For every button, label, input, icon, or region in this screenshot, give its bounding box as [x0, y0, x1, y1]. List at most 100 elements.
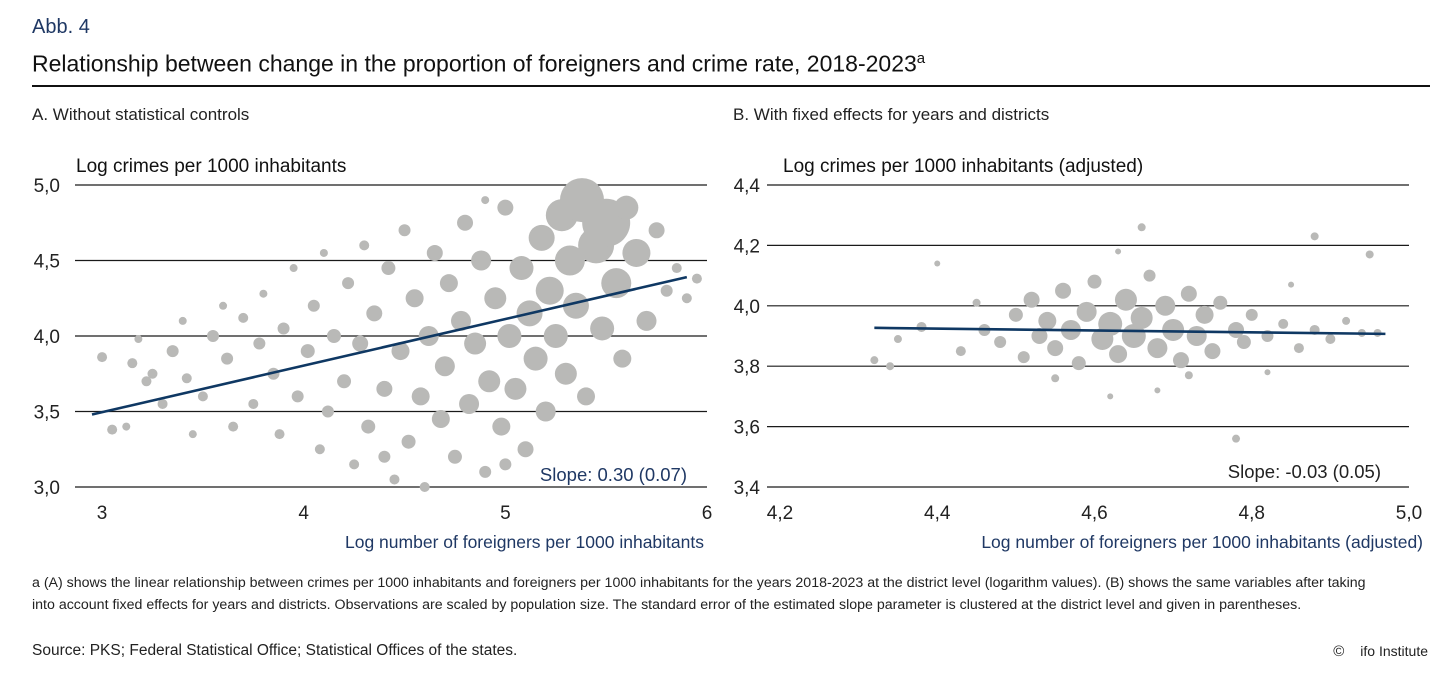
panel-a-point	[228, 421, 239, 432]
panel-a-point	[127, 358, 138, 369]
panel-b-point	[1293, 343, 1304, 354]
panel-b-point	[886, 362, 895, 371]
panel-b-title: B. With fixed effects for years and dist…	[733, 105, 1050, 124]
panel-a-point	[499, 458, 512, 471]
panel-a-point	[471, 250, 492, 271]
panel-b-ytick-label: 3,8	[734, 357, 760, 378]
panel-b-point	[1023, 291, 1040, 308]
panel-a-point	[426, 244, 443, 261]
panel-b-point	[1278, 318, 1289, 329]
panel-a-point	[590, 316, 615, 341]
panel-a-point	[398, 224, 411, 237]
panel-a-point	[107, 424, 118, 435]
panel-a-point	[141, 376, 152, 387]
panel-a-point	[378, 450, 391, 463]
panel-a-point	[300, 344, 315, 359]
panel-b-point	[1114, 288, 1137, 311]
panel-a-plot: 3,0 3,5 4,0 4,5 5,0 3 4 5 6 Log crimes per 1000 i…	[34, 156, 713, 552]
panel-b-point	[1172, 352, 1189, 369]
panel-b-fit-line	[874, 326, 1386, 336]
panel-a-point	[319, 248, 328, 257]
panel-a-point	[660, 284, 673, 297]
panel-a-point	[342, 277, 355, 290]
panel-b-point	[1143, 269, 1156, 282]
panel-a-point	[326, 329, 341, 343]
panel-a-point	[577, 387, 596, 406]
panel-a-ytick-label: 3,5	[34, 403, 60, 424]
panel-a-point	[352, 335, 369, 352]
panel-a-point	[401, 434, 416, 449]
panel-b-ytick-label: 4,2	[734, 236, 760, 257]
panel-b-point	[1076, 301, 1097, 322]
panel-a-point	[391, 342, 410, 361]
panel-a-point	[451, 310, 471, 331]
panel-a-point	[517, 441, 534, 458]
panel-a-xtick-label: 6	[702, 503, 713, 524]
panel-b-point	[1342, 316, 1351, 325]
panel-a-point	[122, 422, 131, 431]
panel-a-point	[238, 312, 249, 323]
panel-a-point	[478, 370, 501, 393]
panel-b-xtick-label: 4,4	[924, 503, 951, 524]
panel-b-point	[1087, 274, 1102, 289]
panel-a-point	[535, 401, 556, 422]
panel-b-point	[1130, 306, 1153, 329]
panel-b-point	[1186, 326, 1207, 346]
footnote: a (A) shows the linear relationship betw…	[32, 575, 1366, 613]
panel-b-point	[1147, 338, 1168, 359]
panel-a-point	[221, 352, 234, 365]
panel-a-point	[431, 410, 450, 429]
panel-b-point	[1155, 295, 1176, 316]
panel-b-point	[994, 336, 1007, 349]
panel-a-title: A. Without statistical controls	[32, 105, 250, 124]
panel-a-point	[381, 261, 396, 276]
panel-a-point	[504, 377, 527, 400]
title-superscript: a	[916, 50, 926, 67]
panel-a-ytick-label: 5,0	[34, 176, 60, 197]
panel-a-point	[562, 292, 589, 319]
copyright-symbol: ©	[1333, 643, 1345, 660]
panel-b-xtick-label: 4,2	[767, 503, 793, 524]
panel-a-xtick-label: 3	[97, 503, 108, 524]
panel-a-point	[277, 322, 290, 335]
panel-a-point	[614, 195, 639, 220]
panel-a-point	[248, 398, 259, 409]
panel-b-xlabel: Log number of foreigners per 1000 inhabi…	[981, 532, 1423, 552]
panel-b-point	[1204, 343, 1221, 360]
panel-a-point	[157, 398, 168, 409]
panel-b-point	[1109, 345, 1128, 364]
panel-a-point	[376, 380, 393, 397]
panel-a-slope-annotation: Slope: 0.30 (0.07)	[540, 464, 687, 485]
panel-b-point	[1288, 281, 1295, 288]
panel-b-ylabel: Log crimes per 1000 inhabitants (adjuste…	[783, 156, 1143, 177]
panel-b-point	[1365, 250, 1374, 259]
panel-a-point	[613, 349, 632, 368]
panel-a-fit-line	[91, 275, 688, 416]
panel-a-xtick-label: 5	[500, 503, 511, 524]
figure-title-text: Relationship between change in the propo…	[32, 50, 917, 77]
panel-b-point	[893, 335, 902, 344]
panel-b-xtick-label: 4,8	[1239, 503, 1265, 524]
panel-a-point	[259, 289, 268, 298]
panel-a-point	[97, 352, 108, 363]
panel-a-point	[307, 299, 320, 312]
panel-a-point	[389, 474, 400, 485]
panel-a-point	[671, 263, 682, 274]
panel-b-ytick-label: 3,4	[734, 478, 761, 499]
panel-b-point	[972, 298, 981, 307]
panel-a-point	[447, 449, 462, 464]
panel-a-ytick-label: 4,5	[34, 252, 60, 273]
source-note: Source: PKS; Federal Statistical Office;…	[32, 642, 518, 659]
panel-b-point	[934, 260, 941, 267]
panel-a-point	[481, 196, 490, 205]
panel-b-slope-annotation: Slope: -0.03 (0.05)	[1228, 461, 1381, 482]
panel-a-point	[464, 332, 487, 355]
panel-a-xlabel: Log number of foreigners per 1000 inhabi…	[345, 532, 704, 552]
panel-b-point	[1325, 334, 1336, 345]
panel-a-point	[366, 305, 383, 322]
panel-b-point	[1098, 311, 1123, 336]
copyright: © ifo Institute	[1333, 643, 1428, 660]
panel-a-point	[434, 356, 455, 377]
panel-a-point	[197, 391, 208, 402]
panel-a-point	[181, 373, 192, 384]
